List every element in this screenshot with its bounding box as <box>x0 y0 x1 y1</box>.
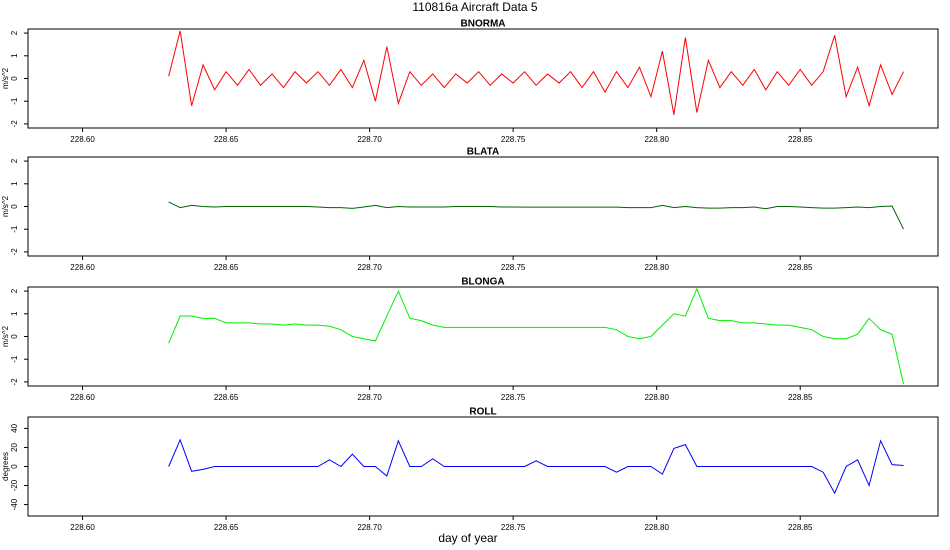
x-tick-label: 228.80 <box>644 393 669 402</box>
x-tick-label: 228.70 <box>357 263 382 272</box>
plot-frame <box>27 286 939 387</box>
x-tick-label: 228.80 <box>644 135 669 144</box>
x-tick-label: 228.75 <box>501 523 526 532</box>
panel-title: ROLL <box>469 407 496 418</box>
y-axis-label: degrees <box>1 452 10 481</box>
x-tick-label: 228.80 <box>644 263 669 272</box>
data-line <box>168 30 904 115</box>
x-tick-label: 228.60 <box>70 135 95 144</box>
data-line <box>168 201 904 230</box>
y-tick-label: 40 <box>10 423 19 432</box>
y-tick-label: 1 <box>10 53 19 58</box>
y-tick-label: -2 <box>10 120 19 128</box>
y-tick-label: -1 <box>10 355 19 363</box>
x-tick-label: 228.65 <box>214 135 239 144</box>
x-tick-label: 228.75 <box>501 135 526 144</box>
y-tick-label: 20 <box>10 442 19 451</box>
x-tick-label: 228.75 <box>501 263 526 272</box>
x-tick-label: 228.85 <box>788 135 813 144</box>
y-axis-label: m/s^2 <box>1 67 10 89</box>
panel-title: BLATA <box>467 147 499 158</box>
y-tick-label: 2 <box>10 30 19 35</box>
y-tick-label: 2 <box>10 288 19 293</box>
data-line <box>168 438 904 495</box>
y-axis-label: m/s^2 <box>1 195 10 217</box>
x-tick-label: 228.65 <box>214 393 239 402</box>
y-tick-label: -1 <box>10 97 19 105</box>
panel-title: BNORMA <box>461 19 506 30</box>
x-axis-label: day of year <box>438 531 497 545</box>
y-tick-label: -20 <box>10 479 19 491</box>
data-line <box>168 287 905 385</box>
x-tick-label: 228.70 <box>357 393 382 402</box>
x-tick-label: 228.60 <box>70 393 95 402</box>
x-tick-label: 228.60 <box>70 523 95 532</box>
y-tick-label: -40 <box>10 498 19 510</box>
y-tick-label: 1 <box>10 311 19 316</box>
y-tick-label: -2 <box>10 248 19 256</box>
x-tick-label: 228.75 <box>501 393 526 402</box>
x-tick-label: 228.85 <box>788 523 813 532</box>
y-tick-label: 0 <box>10 76 19 81</box>
x-tick-label: 228.80 <box>644 523 669 532</box>
x-tick-label: 228.60 <box>70 263 95 272</box>
y-tick-label: 0 <box>10 464 19 469</box>
x-tick-label: 228.85 <box>788 393 813 402</box>
y-axis-label: m/s^2 <box>1 325 10 347</box>
x-tick-label: 228.70 <box>357 523 382 532</box>
panel-title: BLONGA <box>461 277 504 288</box>
y-tick-label: -2 <box>10 378 19 386</box>
y-tick-label: -1 <box>10 225 19 233</box>
y-tick-label: 0 <box>10 204 19 209</box>
y-tick-label: 2 <box>10 158 19 163</box>
plot-frame <box>27 28 939 129</box>
x-tick-label: 228.65 <box>214 523 239 532</box>
x-tick-label: 228.85 <box>788 263 813 272</box>
y-tick-label: 1 <box>10 181 19 186</box>
x-tick-label: 228.65 <box>214 263 239 272</box>
y-tick-label: 0 <box>10 334 19 339</box>
chart-title: 110816a Aircraft Data 5 <box>412 0 538 14</box>
x-tick-label: 228.70 <box>357 135 382 144</box>
